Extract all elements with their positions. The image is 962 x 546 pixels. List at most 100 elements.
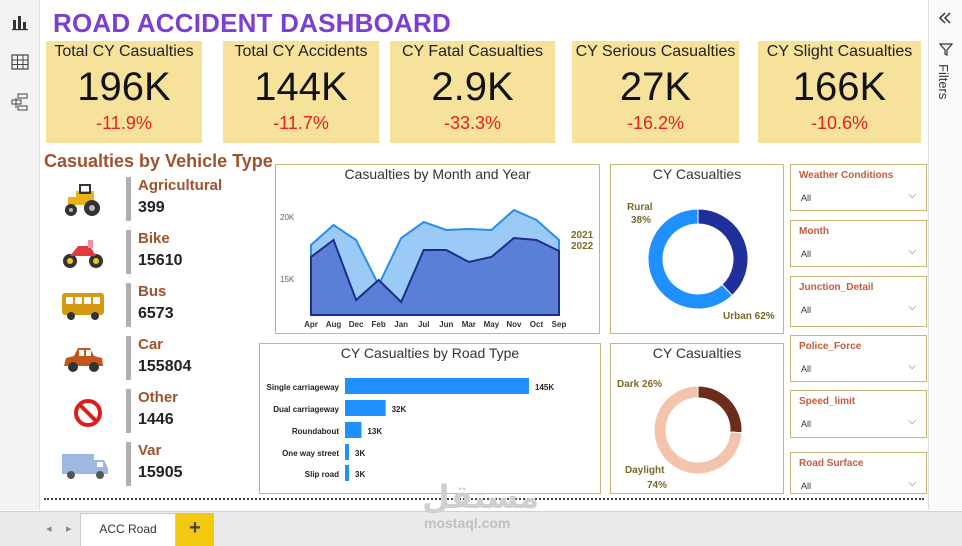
tractor-icon [65, 184, 100, 216]
double-chevron-left-icon[interactable] [937, 10, 953, 26]
x-tick-label: Nov [506, 320, 522, 329]
donut-slice[interactable] [697, 385, 743, 434]
chevron-down-icon[interactable]: ⌵ [908, 361, 916, 372]
chevron-down-icon[interactable]: ⌵ [908, 246, 916, 257]
bus-icon [62, 293, 104, 320]
bar[interactable] [345, 378, 529, 394]
vehicle-item-car[interactable]: Car 155804 [60, 336, 260, 382]
divider [126, 389, 131, 433]
bar[interactable] [345, 444, 349, 460]
y-tick-20k: 20K [280, 213, 295, 222]
page-tab-acc-road[interactable]: ACC Road [80, 513, 176, 546]
tab-prev-arrow-icon[interactable]: ◂ [46, 523, 52, 535]
bar-category-label: Slip road [305, 470, 339, 479]
chevron-down-icon[interactable]: ⌵ [908, 190, 916, 201]
month-year-area-chart: 20K 15K Apr Aug Dec Feb Jan Jul Jun Mar May Nov Oc… [280, 208, 594, 329]
add-page-button[interactable]: + [176, 513, 214, 546]
vehicle-name: Car [138, 336, 164, 353]
table-view-icon[interactable] [10, 52, 30, 72]
vehicle-name: Bike [138, 230, 170, 247]
vehicle-name: Bus [138, 283, 167, 300]
chart-title: CY Casualties by Road Type [340, 345, 520, 361]
filter-value[interactable]: All [801, 305, 812, 315]
kpi-label: CY Slight Casualties [766, 43, 913, 60]
x-tick-label: May [484, 320, 500, 329]
chevron-down-icon[interactable]: ⌵ [908, 302, 916, 313]
filters-pane-label[interactable]: Filters [936, 64, 951, 100]
month-year-chart-panel[interactable]: Casualties by Month and Year 20K 15K Apr… [275, 164, 600, 334]
kpi-fatal-casualties[interactable]: CY Fatal Casualties 2.9K -33.3% [390, 41, 555, 143]
watermark-logo: مستقل [422, 479, 540, 515]
kpi-total-casualties[interactable]: Total CY Casualties 196K -11.9% [46, 41, 202, 143]
funnel-icon [939, 43, 953, 56]
filter-police-force[interactable]: Police_Force All ⌵ [790, 335, 927, 382]
report-view-icon[interactable] [10, 12, 30, 32]
vehicle-item-bike[interactable]: Bike 15610 [60, 230, 260, 276]
vehicle-value: 155804 [138, 358, 192, 375]
no-entry-icon [74, 399, 102, 427]
watermark-url: mostaql.com [424, 515, 511, 531]
x-tick-label: Apr [304, 320, 318, 329]
vehicle-value: 15610 [138, 252, 183, 269]
kpi-value: 196K [77, 65, 171, 109]
tab-next-arrow-icon[interactable]: ▸ [66, 523, 72, 535]
bar-category-label: Dual carriageway [273, 405, 339, 414]
kpi-value: 144K [254, 65, 348, 109]
vehicle-item-other[interactable]: Other 1446 [60, 389, 260, 435]
kpi-serious-casualties[interactable]: CY Serious Casualties 27K -16.2% [572, 41, 739, 143]
vehicle-item-bus[interactable]: Bus 6573 [60, 283, 260, 329]
donut-slice[interactable] [653, 385, 743, 475]
x-tick-label: Mar [462, 320, 476, 329]
car-icon [64, 348, 103, 372]
road-type-chart-panel[interactable]: CY Casualties by Road Type Single carria… [259, 343, 601, 494]
filter-weather-conditions[interactable]: Weather Conditions All ⌵ [790, 164, 927, 211]
left-nav [0, 0, 40, 510]
donut-slice[interactable] [647, 208, 733, 310]
bar-category-label: One way street [282, 449, 339, 458]
filter-road-surface[interactable]: Road Surface All ⌵ [790, 452, 927, 494]
kpi-change: -11.9% [96, 113, 152, 133]
bar[interactable] [345, 422, 362, 438]
label-daylight: Daylight [625, 465, 665, 476]
vehicle-value: 1446 [138, 411, 174, 428]
divider [126, 336, 131, 380]
kpi-change: -10.6% [810, 113, 869, 133]
kpi-total-accidents[interactable]: Total CY Accidents 144K -11.7% [223, 41, 379, 143]
urban-rural-chart-panel[interactable]: CY Casualties Rural 38% Urban 62% [610, 164, 784, 334]
chevron-down-icon[interactable]: ⌵ [908, 478, 916, 489]
bar[interactable] [345, 465, 349, 481]
filter-value[interactable]: All [801, 249, 812, 259]
bar-value-label: 3K [355, 470, 365, 479]
filter-value[interactable]: All [801, 481, 812, 491]
filter-speed-limit[interactable]: Speed_limit All ⌵ [790, 390, 927, 438]
divider [126, 230, 131, 274]
vehicle-item-agricultural[interactable]: Agricultural 399 [60, 177, 260, 223]
light-condition-chart-panel[interactable]: CY Casualties Dark 26% Daylight 74% [610, 343, 784, 494]
divider [126, 283, 131, 327]
filter-value[interactable]: All [801, 419, 812, 429]
donut-slice[interactable] [697, 208, 749, 297]
filter-month[interactable]: Month All ⌵ [790, 220, 927, 267]
kpi-value: 2.9K [431, 65, 514, 109]
chart-title: Casualties by Month and Year [344, 166, 531, 182]
bar-category-label: Single carriageway [267, 383, 340, 392]
label-urban: Urban 62% [723, 311, 775, 322]
label-rural: Rural [627, 202, 653, 213]
filter-value[interactable]: All [801, 364, 812, 374]
kpi-slight-casualties[interactable]: CY Slight Casualties 166K -10.6% [758, 41, 921, 143]
chevron-down-icon[interactable]: ⌵ [908, 416, 916, 427]
vehicle-item-van[interactable]: Var 15905 [60, 442, 260, 488]
bar-value-label: 13K [367, 427, 382, 436]
filters-pane-collapsed[interactable] [928, 0, 962, 510]
bar[interactable] [345, 400, 386, 416]
kpi-change: -16.2% [626, 113, 685, 133]
model-view-icon[interactable] [10, 92, 30, 112]
series-2022-area [310, 236, 560, 316]
x-tick-label: Aug [326, 320, 342, 329]
bar-value-label: 3K [355, 449, 365, 458]
filter-value[interactable]: All [801, 193, 812, 203]
label-rural-pct: 38% [631, 215, 651, 226]
vehicle-section-title: Casualties by Vehicle Type [44, 151, 273, 171]
x-tick-label: Jul [418, 320, 430, 329]
filter-junction-detail[interactable]: Junction_Detail All ⌵ [790, 276, 927, 327]
